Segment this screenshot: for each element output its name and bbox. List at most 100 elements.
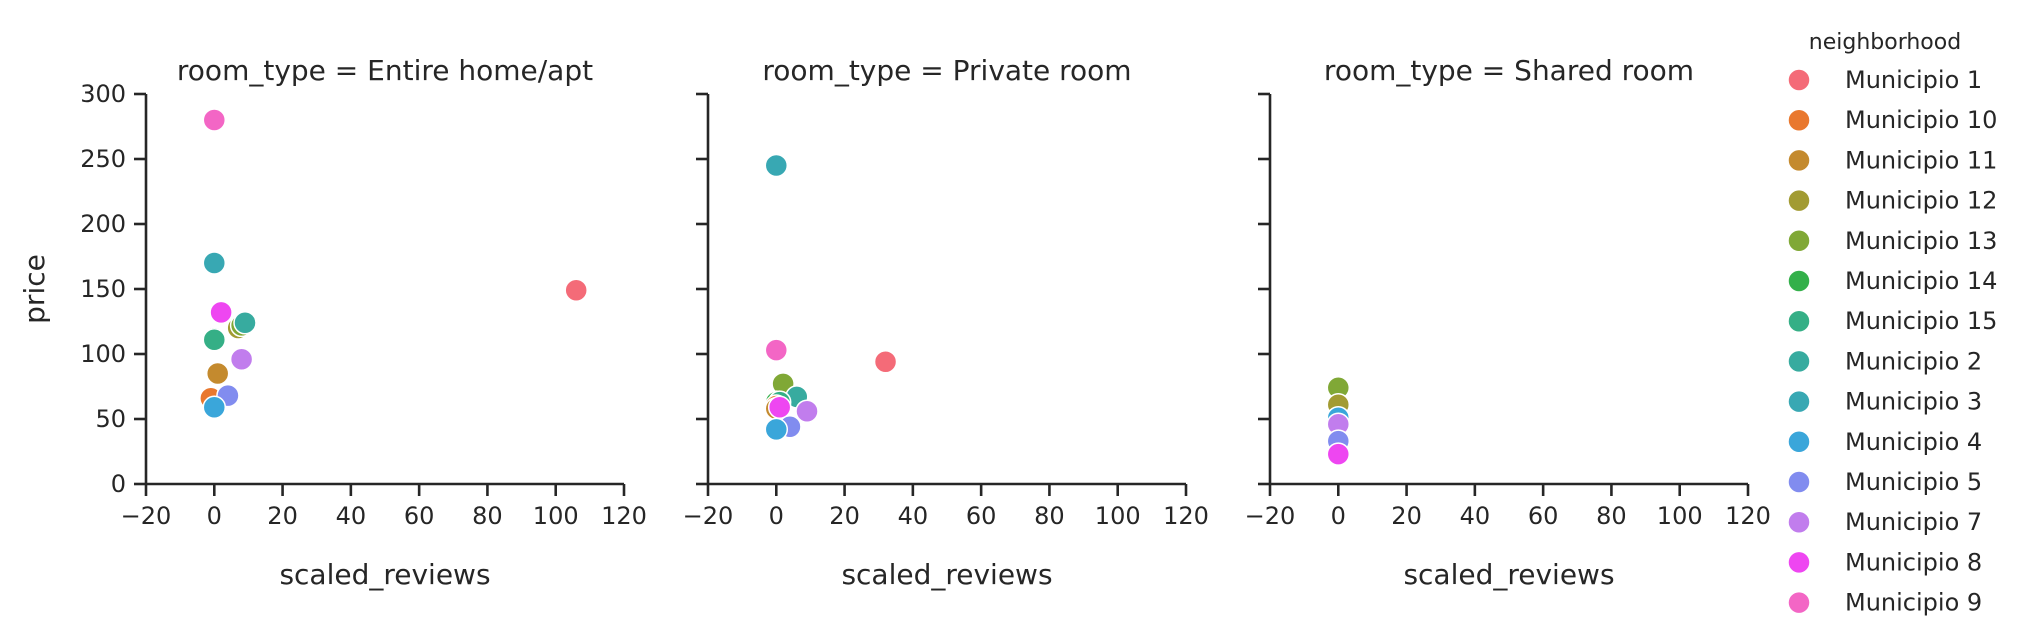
x-tick-label: 0 <box>769 502 784 530</box>
facet-title: room_type = Private room <box>762 54 1131 87</box>
legend-label: Municipio 1 <box>1845 66 1982 94</box>
scatter-point <box>202 251 227 275</box>
legend-label: Municipio 8 <box>1845 548 1982 576</box>
legend-marker <box>1787 389 1811 414</box>
x-tick-label: 80 <box>472 502 503 530</box>
facet-panel-3: room_type = Shared room −20 0 20 40 60 80 100 12… <box>1245 54 1771 591</box>
y-tick-label: 50 <box>95 405 126 433</box>
legend-label: Municipio 12 <box>1845 187 1997 215</box>
legend-marker <box>1787 68 1811 92</box>
x-tick-label: −20 <box>121 502 172 530</box>
scatter-point <box>209 300 233 325</box>
x-tick-label: 40 <box>1460 502 1491 530</box>
scatter-point <box>202 395 227 420</box>
scatter-point <box>202 108 227 132</box>
legend-item: Municipio 14 <box>1787 267 1997 295</box>
x-tick-label: 20 <box>829 502 860 530</box>
scatter-point <box>873 350 898 374</box>
legend-label: Municipio 10 <box>1845 106 1997 134</box>
scatter-points <box>199 108 588 420</box>
x-tick-label: 100 <box>1657 502 1703 530</box>
scatter-point <box>202 327 227 352</box>
scatter-point <box>1326 442 1351 466</box>
x-tick-label: 20 <box>267 502 298 530</box>
legend-marker <box>1787 470 1811 494</box>
y-tick-label: 200 <box>80 210 126 238</box>
legend-marker <box>1787 550 1811 575</box>
legend-item: Municipio 12 <box>1787 187 1997 215</box>
legend-label: Municipio 11 <box>1845 146 1997 174</box>
legend-label: Municipio 13 <box>1845 227 1997 255</box>
x-tick-label: −20 <box>683 502 734 530</box>
x-tick-label: 120 <box>601 502 647 530</box>
scatter-point <box>767 395 792 420</box>
x-tick-label: 60 <box>404 502 435 530</box>
scatter-point <box>205 361 230 386</box>
legend-item: Municipio 7 <box>1787 508 1982 536</box>
scatter-points <box>764 153 898 442</box>
legend-label: Municipio 2 <box>1845 347 1982 375</box>
legend-item: Municipio 9 <box>1787 589 1982 617</box>
legend-marker <box>1787 269 1811 293</box>
legend-item: Municipio 10 <box>1787 106 1997 134</box>
legend-marker <box>1787 590 1811 615</box>
legend-marker <box>1787 430 1811 454</box>
legend-marker <box>1787 229 1811 253</box>
legend-label: Municipio 14 <box>1845 267 1997 295</box>
legend-label: Municipio 3 <box>1845 388 1982 416</box>
legend-title: neighborhood <box>1809 30 1961 55</box>
legend-item: Municipio 5 <box>1787 468 1982 496</box>
scatter-points <box>1326 376 1351 466</box>
facet-panel-2: room_type = Private room −20 0 20 40 60 80 100 1… <box>683 54 1209 591</box>
x-tick-label: 20 <box>1391 502 1422 530</box>
legend-item: Municipio 2 <box>1787 347 1982 375</box>
legend-marker <box>1787 108 1811 132</box>
legend-label: Municipio 5 <box>1845 468 1982 496</box>
legend-label: Municipio 4 <box>1845 428 1982 456</box>
x-tick-label: 40 <box>898 502 929 530</box>
x-tick-label: 80 <box>1596 502 1627 530</box>
scatter-point <box>764 338 789 362</box>
y-tick-label: 0 <box>111 470 126 498</box>
scatter-point <box>795 399 819 423</box>
x-tick-label: 120 <box>1163 502 1209 530</box>
y-tick-label: 300 <box>80 80 126 108</box>
y-axis-label: price <box>18 254 51 324</box>
facet-panels: room_type = Entire home/apt0501001502002… <box>18 54 1771 591</box>
y-tick-label: 150 <box>80 275 126 303</box>
legend-marker <box>1787 309 1811 333</box>
legend-label: Municipio 9 <box>1845 589 1982 617</box>
x-axis-label: scaled_reviews <box>1403 558 1614 591</box>
x-tick-label: 60 <box>1528 502 1559 530</box>
x-tick-label: 80 <box>1034 502 1065 530</box>
legend-item: Municipio 8 <box>1787 548 1982 576</box>
x-tick-label: 120 <box>1725 502 1771 530</box>
x-tick-label: 100 <box>533 502 579 530</box>
x-tick-label: 40 <box>336 502 367 530</box>
y-tick-label: 100 <box>80 340 126 368</box>
facet-title: room_type = Entire home/apt <box>177 54 593 87</box>
legend-label: Municipio 7 <box>1845 508 1982 536</box>
legend-item: Municipio 11 <box>1787 146 1997 174</box>
legend-item: Municipio 4 <box>1787 428 1982 456</box>
x-axis-label: scaled_reviews <box>279 558 490 591</box>
y-tick-label: 250 <box>80 145 126 173</box>
legend-item: Municipio 1 <box>1787 66 1982 94</box>
x-tick-label: 0 <box>207 502 222 530</box>
facet-title: room_type = Shared room <box>1324 54 1694 87</box>
legend: neighborhood Municipio 1 Municipio 10 Munic… <box>1787 30 1997 617</box>
legend-marker <box>1787 510 1811 534</box>
legend-marker <box>1787 148 1811 173</box>
x-tick-label: −20 <box>1245 502 1296 530</box>
x-axis-label: scaled_reviews <box>841 558 1052 591</box>
facet-panel-1: room_type = Entire home/apt0501001502002… <box>18 54 647 591</box>
x-tick-label: 0 <box>1331 502 1346 530</box>
legend-marker <box>1787 188 1811 213</box>
scatter-point <box>764 153 789 178</box>
legend-item: Municipio 13 <box>1787 227 1997 255</box>
legend-marker <box>1787 349 1811 374</box>
legend-label: Municipio 15 <box>1845 307 1997 335</box>
scatter-point <box>229 347 254 371</box>
legend-item: Municipio 3 <box>1787 388 1982 416</box>
